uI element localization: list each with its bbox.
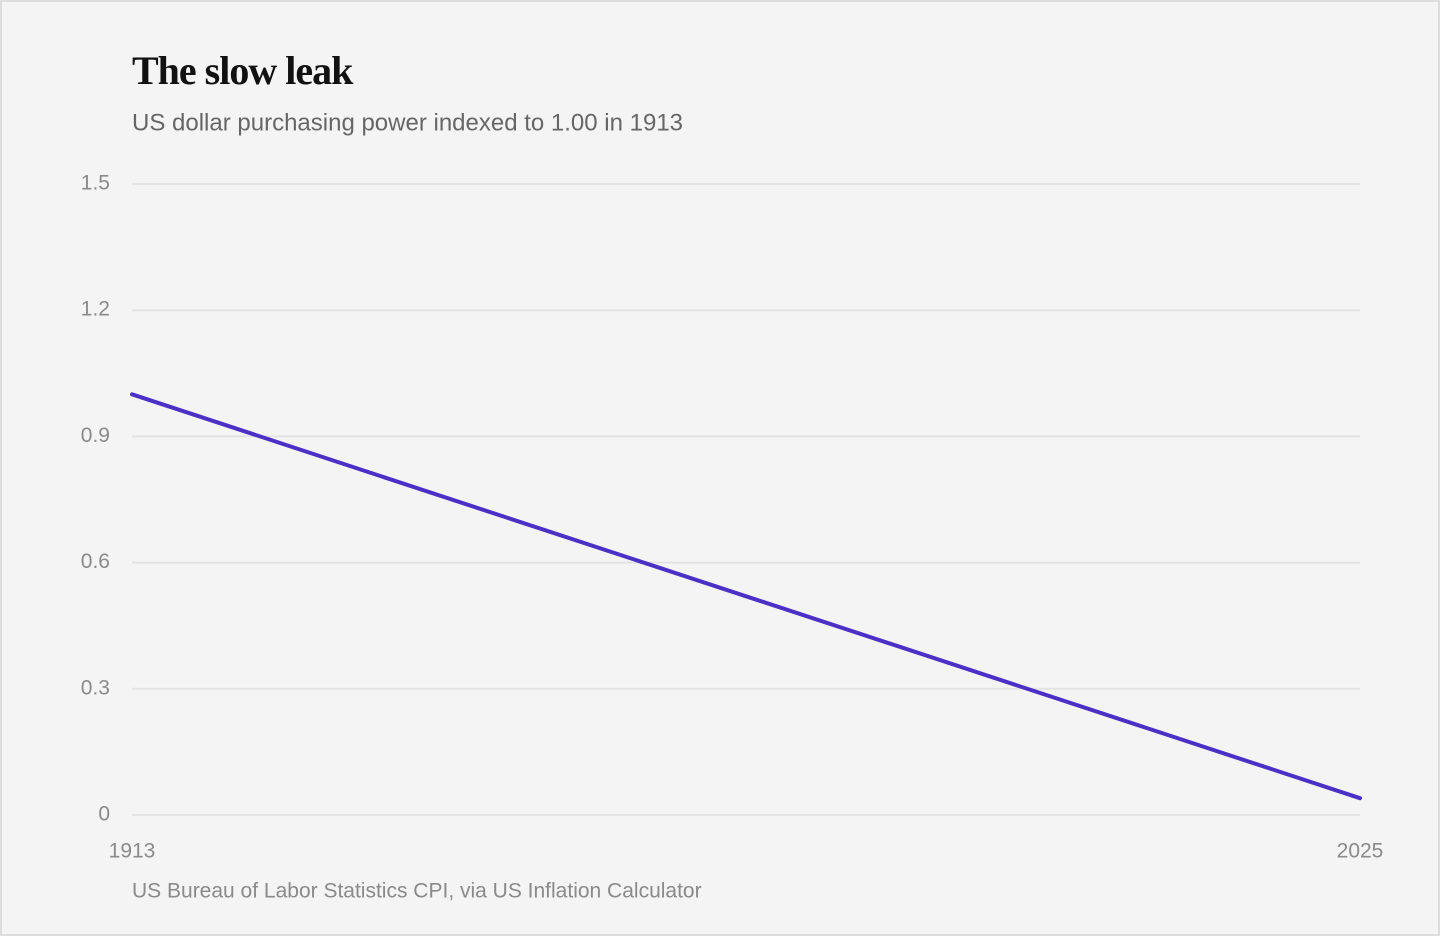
x-tick-label: 1913 xyxy=(109,840,156,863)
source: US Bureau of Labor Statistics CPI, via U… xyxy=(132,880,702,903)
chart-title: The slow leak xyxy=(132,48,354,93)
y-tick-label: 1.2 xyxy=(81,298,110,321)
y-tick-label: 1.5 xyxy=(81,172,110,195)
line xyxy=(130,392,1362,801)
y-tick-label: 0.3 xyxy=(81,676,110,699)
y-tick-label: 0.6 xyxy=(81,550,110,573)
x-tick-label: 2025 xyxy=(1337,840,1384,863)
chart-subtitle: US dollar purchasing power indexed to 1.… xyxy=(132,109,683,136)
y-tick-label: 0 xyxy=(98,803,110,826)
y-tick-label: 0.9 xyxy=(81,424,110,447)
